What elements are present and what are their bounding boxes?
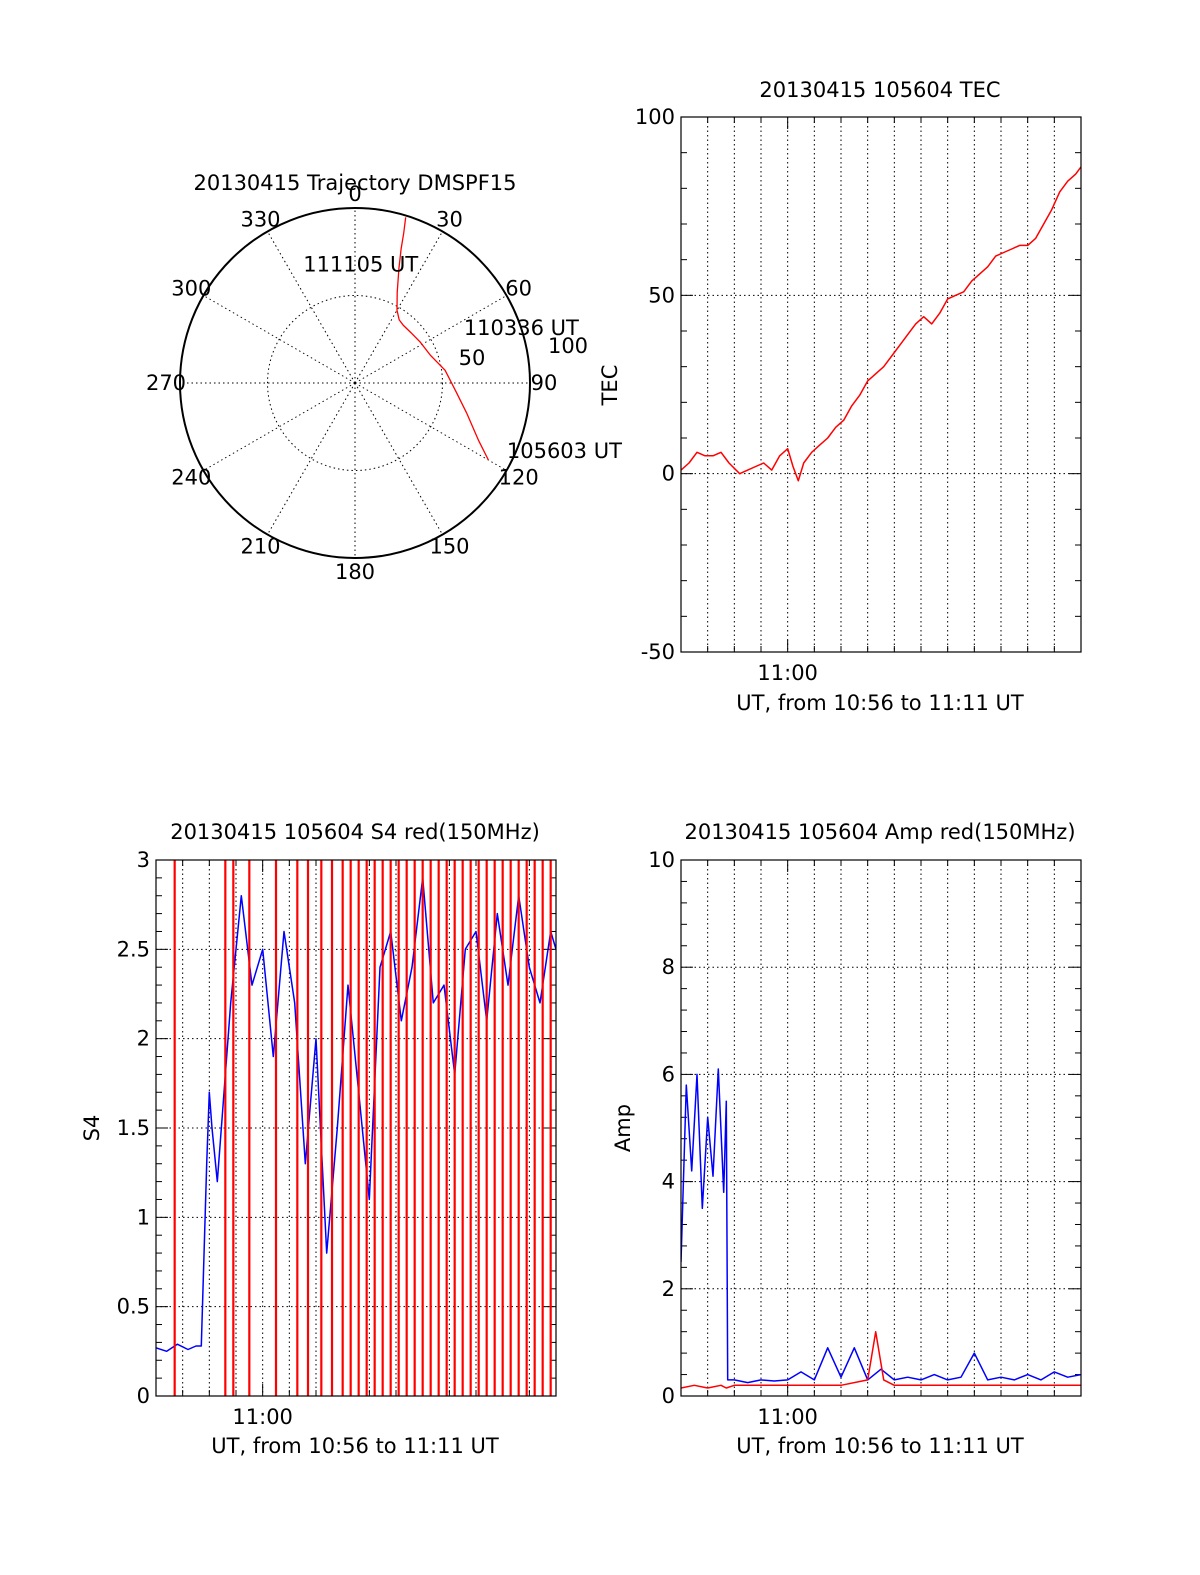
amp-series-line xyxy=(681,1068,1081,1384)
amp-chart: 20130415 105604 Amp red(150MHz) UT, from… xyxy=(611,820,1082,1458)
polar-angle-label: 300 xyxy=(171,277,211,301)
s4-grid xyxy=(155,859,557,1397)
s4-y-tick-label: 1.5 xyxy=(117,1116,150,1140)
polar-radius-ring xyxy=(267,295,443,471)
amp-y-tick-label: 2 xyxy=(662,1277,675,1301)
trajectory-title: 20130415 Trajectory DMSPF15 xyxy=(193,171,516,195)
tec-x-tick-label: 11:00 xyxy=(757,661,818,685)
polar-spoke xyxy=(267,382,356,535)
amp-grid xyxy=(680,859,1082,1397)
polar-spoke xyxy=(203,382,356,471)
s4-y-tick-label: 2 xyxy=(137,1027,150,1051)
s4-chart: 20130415 105604 S4 red(150MHz) UT, from … xyxy=(80,820,557,1458)
tec-y-tick-label: 100 xyxy=(635,105,675,129)
tec-y-tick-label: -50 xyxy=(641,640,675,664)
tec-ylabel: TEC xyxy=(598,365,622,407)
amp-y-tick-label: 0 xyxy=(662,1384,675,1408)
tec-chart: 20130415 105604 TEC UT, from 10:56 to 11… xyxy=(598,78,1082,715)
polar-angle-label: 270 xyxy=(146,371,186,395)
s4-y-tick-label: 0 xyxy=(137,1384,150,1408)
s4-ylabel: S4 xyxy=(80,1115,104,1142)
amp-plot-frame xyxy=(680,859,1082,1397)
tec-grid xyxy=(680,116,1082,653)
trajectory-polar-chart: 20130415 Trajectory DMSPF15 0 30 60 90 120 15… xyxy=(146,171,622,584)
tec-title: 20130415 105604 TEC xyxy=(759,78,1000,102)
polar-angle-label: 150 xyxy=(429,535,469,559)
tec-series-group xyxy=(681,166,1081,482)
amp-y-tick-label: 10 xyxy=(648,848,675,872)
s4-y-tick-label: 2.5 xyxy=(117,937,150,961)
polar-angle-label: 180 xyxy=(335,560,375,584)
polar-angle-label: 0 xyxy=(348,182,361,206)
amp-xlabel: UT, from 10:56 to 11:11 UT xyxy=(736,1434,1024,1458)
polar-angle-labels: 0 30 60 90 120 150 180 210 240 270 300 330 50 100 xyxy=(146,182,588,584)
trajectory-time-label: 110336 UT xyxy=(464,316,579,340)
amp-y-tick-label: 6 xyxy=(662,1062,675,1086)
polar-outer-ring xyxy=(179,207,531,559)
amp-ylabel: Amp xyxy=(611,1104,635,1152)
amp-x-tick-label: 11:00 xyxy=(757,1405,818,1429)
tec-plot-frame xyxy=(680,116,1082,653)
polar-angle-label: 60 xyxy=(505,277,532,301)
s4-title: 20130415 105604 S4 red(150MHz) xyxy=(170,820,540,844)
trajectory-time-label: 105603 UT xyxy=(507,439,622,463)
polar-radius-label: 100 xyxy=(548,334,588,358)
s4-xlabel: UT, from 10:56 to 11:11 UT xyxy=(211,1434,499,1458)
tec-series-line xyxy=(681,166,1081,482)
s4-x-tick-label: 11:00 xyxy=(232,1405,293,1429)
tec-y-tick-label: 50 xyxy=(648,283,675,307)
s4-y-tick-label: 1 xyxy=(137,1205,150,1229)
polar-angle-label: 90 xyxy=(531,371,558,395)
s4-y-tick-label: 0.5 xyxy=(117,1295,150,1319)
s4-series-group xyxy=(156,860,556,1396)
polar-angle-label: 330 xyxy=(240,207,280,231)
trajectory-line xyxy=(396,217,489,461)
amp-y-tick-label: 4 xyxy=(662,1170,675,1194)
s4-plot-frame xyxy=(155,859,557,1397)
polar-angle-label: 120 xyxy=(499,466,539,490)
polar-angle-label: 210 xyxy=(240,535,280,559)
s4-y-tick-label: 3 xyxy=(137,848,150,872)
tec-xlabel: UT, from 10:56 to 11:11 UT xyxy=(736,691,1024,715)
tec-y-tick-label: 0 xyxy=(662,462,675,486)
amp-series-line xyxy=(681,1330,1081,1389)
polar-angle-label: 240 xyxy=(171,466,211,490)
polar-grid xyxy=(179,207,531,559)
trajectory-series xyxy=(396,217,489,461)
amp-series-group xyxy=(681,1068,1081,1389)
polar-angle-label: 30 xyxy=(436,207,463,231)
polar-radius-label: 50 xyxy=(459,346,486,370)
amp-y-tick-label: 8 xyxy=(662,955,675,979)
amp-title: 20130415 105604 Amp red(150MHz) xyxy=(684,820,1075,844)
trajectory-annotations: 111105 UT 110336 UT 105603 UT xyxy=(303,253,622,463)
trajectory-time-label: 111105 UT xyxy=(303,253,418,277)
